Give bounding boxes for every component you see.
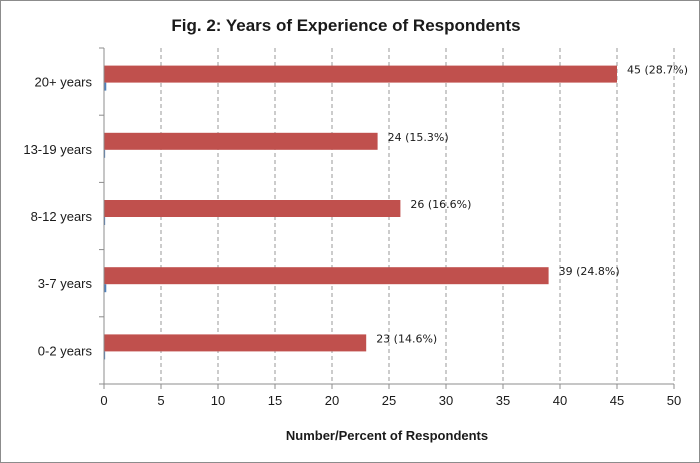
x-tick-label: 5: [157, 393, 164, 408]
x-tick-label: 35: [496, 393, 510, 408]
x-tick-label: 10: [211, 393, 225, 408]
x-axis-title: Number/Percent of Respondents: [286, 428, 488, 443]
x-tick-label: 15: [268, 393, 282, 408]
secondary-bar: [104, 217, 106, 225]
bars: [104, 65, 617, 360]
grid-lines: [160, 48, 675, 384]
x-tick-label: 25: [382, 393, 396, 408]
bar-data-label: 23 (14.6%): [376, 332, 437, 345]
x-tick-label: 30: [439, 393, 453, 408]
x-tick-label: 50: [667, 393, 681, 408]
y-tick-label: 3-7 years: [38, 276, 93, 291]
bar: [104, 200, 401, 217]
y-tick-label: 20+ years: [35, 75, 93, 90]
y-tick-label: 0-2 years: [38, 343, 93, 358]
x-tick-label: 0: [100, 393, 107, 408]
bar-data-label: 45 (28.7%): [627, 64, 688, 77]
bar: [104, 132, 378, 150]
bar: [104, 334, 367, 352]
y-tick-label: 8-12 years: [31, 209, 93, 224]
secondary-bar: [104, 284, 107, 293]
data-labels: 45 (28.7%) 24 (15.3%) 26 (16.6%) 39 (24.8%)…: [376, 64, 688, 346]
x-tick-label: 20: [325, 393, 339, 408]
axes: [99, 47, 675, 389]
y-tick-label: 13-19 years: [23, 142, 92, 157]
x-tick-label: 40: [553, 393, 567, 408]
x-tick-label: 45: [610, 393, 624, 408]
secondary-bar: [104, 82, 107, 91]
secondary-bar: [104, 149, 106, 158]
bar: [104, 267, 549, 285]
bar-data-label: 39 (24.8%): [559, 265, 620, 278]
bar-data-label: 26 (16.6%): [410, 198, 471, 211]
tick-labels: 0 5 10 15 20 25 30 35 40 45 50 20+ years 13-19 years…: [23, 75, 681, 408]
chart-title: Fig. 2: Years of Experience of Responden…: [171, 16, 520, 35]
bar: [104, 65, 617, 83]
secondary-bar: [104, 351, 106, 360]
bar-data-label: 24 (15.3%): [388, 131, 449, 144]
